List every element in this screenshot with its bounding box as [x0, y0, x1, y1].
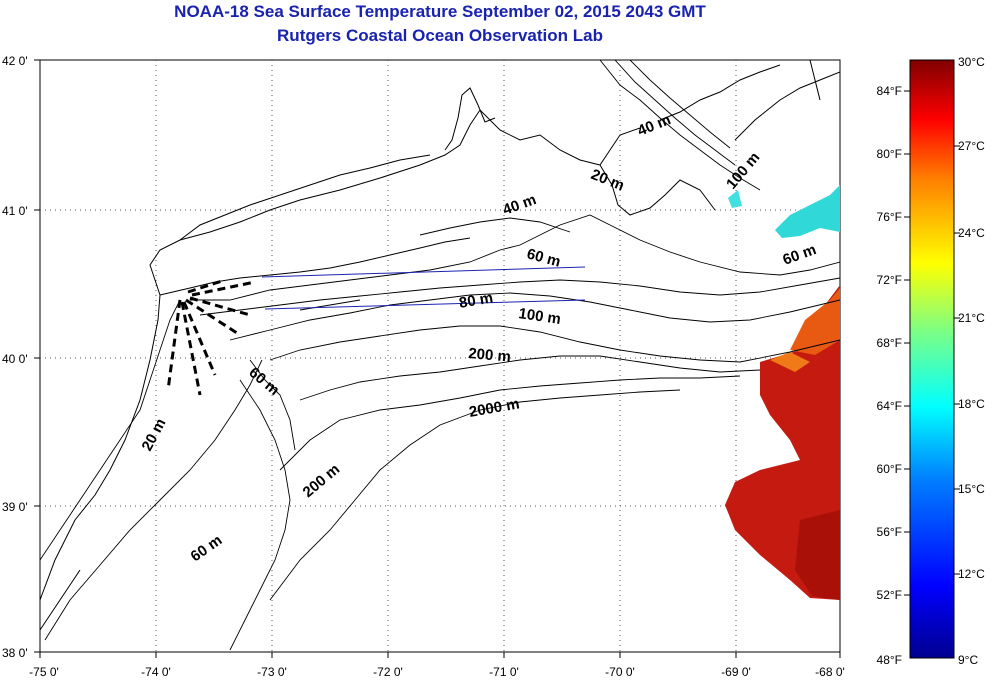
lon-tick-label: -68 0' [815, 665, 845, 679]
lon-tick-label: -70 0' [605, 665, 635, 679]
dashed-rays [166, 278, 256, 396]
lat-tick-label: 38 0' [2, 646, 28, 660]
colorbar [909, 59, 955, 659]
lat-tick-label: 39 0' [2, 500, 28, 514]
fahrenheit-label: 60°F [877, 462, 902, 476]
lon-tick-label: -71 0' [489, 665, 519, 679]
contour-label: 80 m [458, 289, 495, 312]
fahrenheit-label: 64°F [877, 399, 902, 413]
fahrenheit-label: 84°F [877, 84, 902, 98]
fahrenheit-label: 52°F [877, 588, 902, 602]
fahrenheit-label: 68°F [877, 336, 902, 350]
fahrenheit-label: 72°F [877, 273, 902, 287]
celsius-label: 30°C [958, 55, 985, 69]
celsius-label: 15°C [958, 482, 985, 496]
celsius-label: 24°C [958, 226, 985, 240]
map-frame [39, 59, 841, 653]
graticule [40, 60, 840, 652]
transect-lines [261, 266, 586, 310]
celsius-label: 9°C [958, 653, 978, 667]
lat-tick-label: 41 0' [2, 204, 28, 218]
lon-tick-label: -69 0' [721, 665, 751, 679]
map-subtitle: Rutgers Coastal Ocean Observation Lab [277, 26, 603, 45]
lat-tick-label: 40 0' [2, 352, 28, 366]
celsius-label: 12°C [958, 567, 985, 581]
lon-tick-label: -72 0' [373, 665, 403, 679]
lon-tick-label: -73 0' [257, 665, 287, 679]
sst-data [725, 185, 840, 600]
axis-ticks [34, 59, 841, 658]
lon-tick-label: -74 0' [141, 665, 171, 679]
fahrenheit-label: 48°F [877, 653, 902, 667]
celsius-label: 21°C [958, 311, 985, 325]
contour-label: 100 m [517, 305, 561, 328]
contour-label: 200 m [468, 345, 512, 366]
celsius-label: 18°C [958, 397, 985, 411]
colorbar-ticks [904, 90, 960, 596]
celsius-label: 27°C [958, 139, 985, 153]
lat-tick-label: 42 0' [2, 54, 28, 68]
fahrenheit-label: 76°F [877, 210, 902, 224]
lon-tick-label: -75 0' [29, 665, 59, 679]
fahrenheit-label: 56°F [877, 525, 902, 539]
fahrenheit-label: 80°F [877, 147, 902, 161]
coastline [40, 60, 840, 631]
map-title: NOAA-18 Sea Surface Temperature Septembe… [174, 2, 706, 21]
bathymetry-contours [40, 60, 840, 651]
